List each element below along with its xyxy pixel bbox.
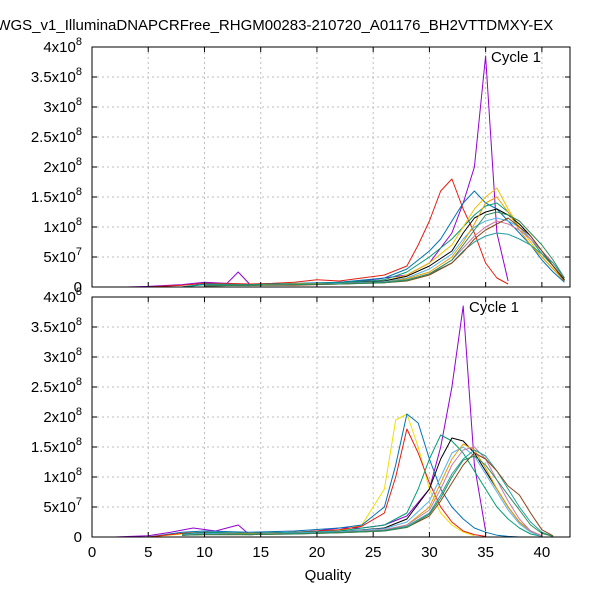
series-line-12: [204, 211, 565, 287]
series-line-5: [204, 187, 565, 286]
y-tick-label: 2.5x108: [31, 376, 82, 396]
x-tick-label: 5: [144, 544, 152, 561]
x-tick-label: 20: [309, 544, 326, 561]
panel-bottom: 0 5x107 1x108 1.5x108 2x108 2.5x108 3x108 3.5x1…: [31, 286, 571, 561]
series-line-11: [204, 217, 565, 287]
x-axis-label: Quality: [305, 567, 352, 584]
y-tick-label: 3x108: [43, 96, 82, 116]
x-tick-label: 10: [196, 544, 213, 561]
y-tick-label: 4x108: [43, 36, 82, 56]
x-tick-label: 25: [365, 544, 382, 561]
series-line-8: [204, 196, 565, 287]
chart-title: o-WGS_v1_IlluminaDNAPCRFree_RHGM00283-21…: [0, 17, 554, 34]
y-tick-label: 2x108: [43, 406, 82, 426]
x-tick-label: 0: [88, 544, 96, 561]
panel-top: 0 5x107 1x108 1.5x108 2x108 2.5x108 3x108 3.5x1…: [31, 36, 571, 296]
y-tick-label: 1.5x108: [31, 436, 82, 456]
series-group: [125, 55, 565, 288]
y-tick-label: 0: [74, 279, 82, 296]
series-line-1: [114, 305, 487, 538]
y-tick-label: 1.5x108: [31, 186, 82, 206]
y-tick-label: 3x108: [43, 346, 82, 366]
y-tick-label: 3.5x108: [31, 66, 82, 86]
x-tick-label: 30: [421, 544, 438, 561]
y-tick-label: 2.5x108: [31, 126, 82, 146]
y-tick-label: 5x107: [43, 496, 82, 516]
y-tick-label: 1x108: [43, 216, 82, 236]
y-tick-label: 2x108: [43, 156, 82, 176]
y-tick-label: 3.5x108: [31, 316, 82, 336]
series-line-7: [181, 446, 543, 537]
y-tick-label: 1x108: [43, 466, 82, 486]
cycle-annotation: Cycle 1: [491, 49, 541, 66]
series-line-5: [181, 434, 543, 537]
series-line-8: [181, 443, 543, 537]
x-tick-label: 40: [534, 544, 551, 561]
y-tick-label: 5x107: [43, 246, 82, 266]
series-line-6: [181, 437, 543, 537]
series-line-12: [181, 455, 554, 537]
x-tick-label: 15: [252, 544, 269, 561]
series-line-3: [148, 413, 520, 538]
y-tick-label: 4x108: [43, 286, 82, 306]
series-line-9: [181, 446, 543, 537]
cycle-annotation: Cycle 1: [469, 299, 519, 316]
series-line-10: [181, 449, 554, 537]
series-group: [114, 305, 554, 538]
series-line-2: [148, 178, 509, 288]
y-tick-label: 0: [74, 529, 82, 546]
x-tick-label: 35: [477, 544, 494, 561]
series-line-9: [204, 220, 565, 287]
